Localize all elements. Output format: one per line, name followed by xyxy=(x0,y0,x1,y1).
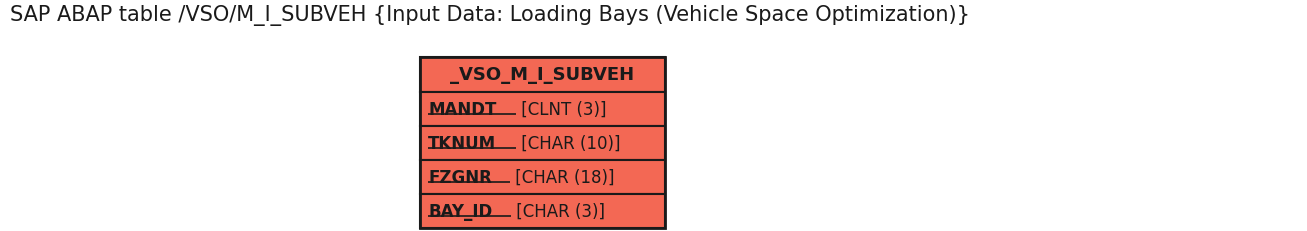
Bar xyxy=(420,93,665,126)
Bar xyxy=(420,58,665,93)
Text: MANDT: MANDT xyxy=(427,100,497,119)
Text: [CHAR (3)]: [CHAR (3)] xyxy=(511,202,605,220)
Text: [CHAR (10)]: [CHAR (10)] xyxy=(516,134,621,152)
Text: TKNUM: TKNUM xyxy=(427,134,497,152)
Bar xyxy=(420,194,665,228)
Bar xyxy=(420,126,665,160)
Text: _VSO_M_I_SUBVEH: _VSO_M_I_SUBVEH xyxy=(451,66,635,84)
Text: BAY_ID: BAY_ID xyxy=(427,202,493,220)
Bar xyxy=(420,160,665,194)
Text: SAP ABAP table /VSO/M_I_SUBVEH {Input Data: Loading Bays (Vehicle Space Optimiza: SAP ABAP table /VSO/M_I_SUBVEH {Input Da… xyxy=(10,5,970,26)
Text: [CLNT (3)]: [CLNT (3)] xyxy=(516,100,606,119)
Bar xyxy=(420,58,665,228)
Text: [CHAR (18)]: [CHAR (18)] xyxy=(511,168,614,186)
Text: FZGNR: FZGNR xyxy=(427,168,491,186)
